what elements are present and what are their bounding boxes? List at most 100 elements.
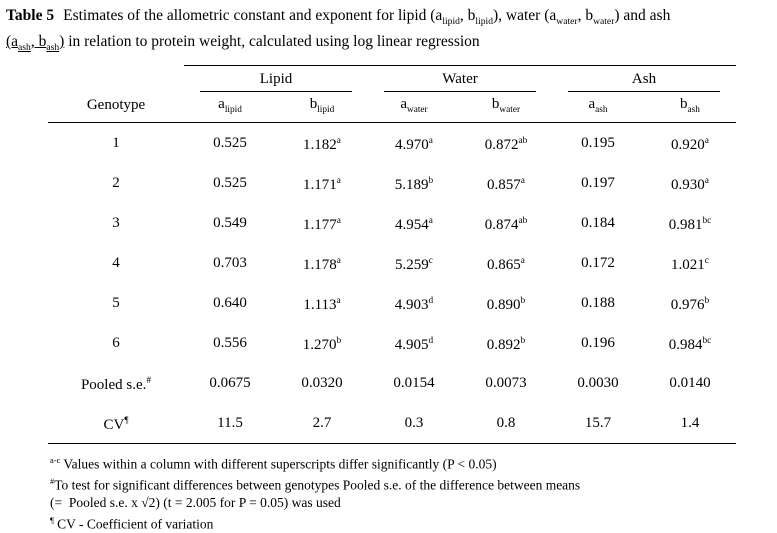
footnote: ¶ CV - Coefficient of variation (50, 515, 214, 532)
caption-text-segment: ) (59, 33, 65, 51)
table-cell: 1.177a (303, 216, 341, 234)
column-header-b-lipid: blipid (276, 92, 368, 124)
table-cell: 0.892b (486, 336, 526, 354)
superscript: b (704, 296, 710, 307)
footnote-marker: # (50, 477, 55, 487)
subscript: ash (595, 105, 608, 116)
table-row: 6 0.556 1.270b 4.905d 0.892b 0.196 0.984bc (48, 323, 736, 363)
superscript: a (520, 176, 525, 187)
footnote: #To test for significant differences bet… (50, 477, 581, 511)
group-header-ash-label: Ash (568, 71, 720, 93)
row-label: 4 (112, 255, 120, 272)
table-cell: 0.857a (487, 176, 525, 194)
caption-text-segment: , b (459, 7, 476, 24)
table-cell: 1.182a (303, 136, 341, 154)
superscript: b (520, 296, 526, 307)
superscript: d (428, 296, 434, 307)
table-cell: 0.703 (213, 255, 247, 272)
subscript: water (407, 105, 428, 116)
table-cell: 0.172 (581, 255, 615, 272)
table-row: 3 0.549 1.177a 4.954a 0.874ab 0.184 0.981bc (48, 203, 736, 243)
table-cell: 0.981bc (668, 216, 712, 234)
table-cell: 0.196 (581, 335, 615, 352)
table-cell: 0.0073 (485, 375, 527, 392)
column-header-genotype: Genotype (48, 92, 184, 124)
caption-text: Estimates of the allometric constant and… (6, 7, 671, 53)
caption-text-segment: in relation to protein weight, calculate… (64, 33, 480, 51)
caption-text-segment: ), water (a (493, 7, 557, 24)
table-cell: 11.5 (184, 403, 276, 445)
superscript: a (520, 256, 525, 267)
superscript: b (428, 176, 434, 187)
caption-text-segment: Estimates of the allometric constant and… (63, 7, 443, 24)
table-cell: 2.7 (276, 403, 368, 445)
superscript: c (704, 256, 709, 267)
subscript: lipid (317, 105, 335, 116)
column-header-a-lipid: alipid (184, 92, 276, 124)
table-cell: 0.865a (487, 256, 525, 274)
superscript: b (336, 336, 342, 347)
row-label: 6 (112, 335, 120, 352)
row-label: CV¶ (48, 403, 184, 445)
table-cell: 0.872ab (484, 136, 528, 154)
subscript: lipid (442, 16, 460, 28)
table-cell: 0.890b (486, 296, 526, 314)
table-cell: 4.954a (395, 216, 433, 234)
row-label: 2 (112, 175, 120, 192)
table-cell: 1.171a (303, 176, 341, 194)
footnote-marker: ¶ (50, 515, 54, 525)
column-header-row: Genotype alipid blipid awater bwater aash bas… (48, 92, 736, 124)
superscript: # (146, 376, 152, 387)
row-label: 5 (112, 295, 120, 312)
table-row: 4 0.703 1.178a 5.259c 0.865a 0.172 1.021c (48, 243, 736, 283)
table-cell: 0.3 (368, 403, 460, 445)
table-cell: 5.189b (394, 176, 434, 194)
superscript: a (704, 176, 709, 187)
table-cell: 0.197 (581, 175, 615, 192)
allometric-table: Lipid Water Ash Genotype alipid blipid awa… (48, 65, 736, 445)
table-cell: 1.021c (671, 256, 709, 274)
group-header-lipid-label: Lipid (200, 71, 352, 93)
superscript: bc (702, 216, 712, 227)
table-cell: 0.0140 (669, 375, 711, 392)
superscript: a (336, 136, 341, 147)
footnote-marker: a-c (50, 456, 61, 466)
table-number: Table 5 (6, 7, 55, 24)
table-row: Pooled s.e.# 0.0675 0.0320 0.0154 0.0073 0.00… (48, 363, 736, 403)
group-header-lipid: Lipid (184, 65, 368, 93)
table-cell: 4.903d (394, 296, 434, 314)
superscript: a (336, 216, 341, 227)
group-header-ash: Ash (552, 65, 736, 93)
table-cell: 0.0154 (393, 375, 435, 392)
subscript: water (499, 105, 521, 116)
caption-text-segment: ) and ash (614, 7, 671, 24)
subscript: water (556, 16, 578, 28)
caption-text-segment: , b (577, 7, 594, 24)
superscript: ¶ (124, 416, 129, 427)
table-cell: 15.7 (552, 403, 644, 445)
superscript: a (336, 256, 341, 267)
table-cell: 0.556 (213, 335, 247, 352)
table-cell: 0.525 (213, 175, 247, 192)
superscript: d (428, 336, 434, 347)
superscript: b (520, 336, 526, 347)
table-caption: Table 5 Estimates of the allometric const… (6, 6, 767, 58)
superscript: a (336, 296, 341, 307)
table-cell: 1.4 (644, 403, 736, 445)
superscript: bc (702, 336, 712, 347)
table-cell: 0.195 (581, 135, 615, 152)
group-header-water-label: Water (384, 71, 536, 93)
table-row: CV¶ 11.5 2.7 0.3 0.8 15.7 1.4 (48, 403, 736, 445)
row-label: Pooled s.e.# (80, 376, 152, 394)
table-cell: 5.259c (395, 256, 433, 274)
table-cell: 0.0675 (209, 375, 251, 392)
row-label: 3 (112, 215, 120, 232)
footnote: a-c Values within a column with differen… (50, 456, 497, 472)
table-cell: 1.178a (303, 256, 341, 274)
caption-text-segment: , b (30, 33, 47, 51)
row-label: 1 (112, 135, 120, 152)
table-cell: 0.874ab (484, 216, 528, 234)
table-cell: 4.905d (394, 336, 434, 354)
table-cell: 0.930a (671, 176, 709, 194)
table-cell: 1.270b (302, 336, 342, 354)
